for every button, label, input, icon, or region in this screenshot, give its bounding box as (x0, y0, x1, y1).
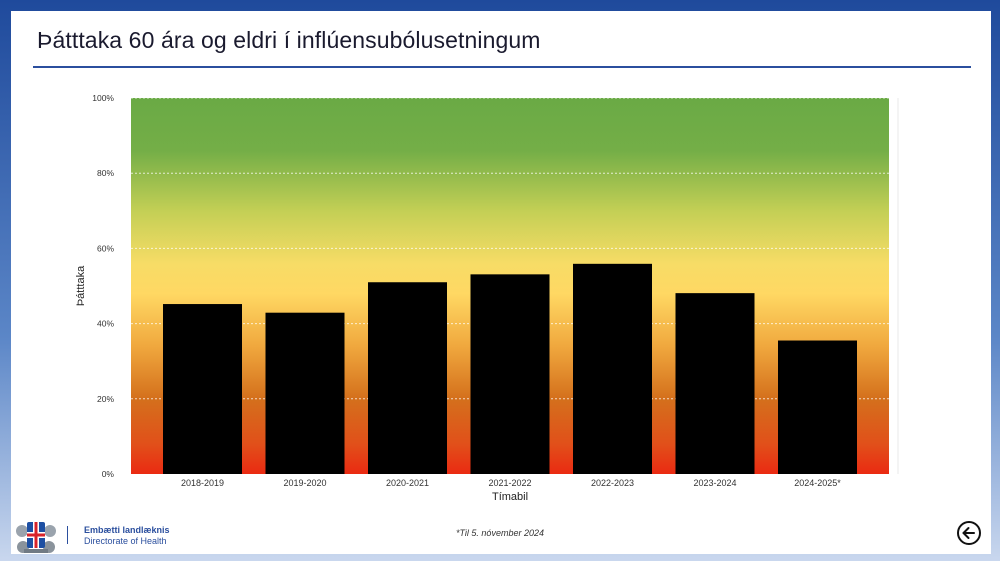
bar[interactable] (265, 312, 345, 474)
bar[interactable] (778, 340, 857, 474)
slide-title: Þátttaka 60 ára og eldri í inflúensubólu… (37, 27, 541, 53)
bar[interactable] (470, 274, 550, 474)
x-tick-label: 2019-2020 (283, 478, 326, 488)
coat-of-arms-icon (16, 522, 56, 553)
org-name-en: Directorate of Health (84, 536, 167, 546)
x-tick-label: 2024-2025* (794, 478, 841, 488)
bar[interactable] (675, 293, 755, 474)
title-divider (33, 66, 971, 68)
arrow-left-circle-icon (962, 527, 975, 539)
bar-chart: 0% 20% 40% 60% 80% 100% 2018-2019 2019-2020 202… (75, 93, 899, 503)
x-tick-label: 2020-2021 (386, 478, 429, 488)
back-button[interactable] (957, 521, 981, 545)
footnote: *Til 5. nóvember 2024 (456, 528, 544, 538)
y-tick-label: 40% (97, 319, 114, 329)
y-tick-label: 80% (97, 168, 114, 178)
bar[interactable] (163, 304, 242, 474)
y-tick-label: 60% (97, 243, 114, 253)
x-tick-label: 2018-2019 (181, 478, 224, 488)
bar[interactable] (573, 263, 652, 474)
bar[interactable] (368, 282, 447, 474)
x-axis-label: Tímabil (492, 491, 528, 503)
y-tick-label: 100% (92, 93, 114, 103)
x-tick-label: 2021-2022 (488, 478, 531, 488)
y-tick-label: 20% (97, 394, 114, 404)
org-name-is: Embætti landlæknis (84, 525, 170, 535)
slide: Þátttaka 60 ára og eldri í inflúensubólu… (11, 11, 991, 554)
x-tick-label: 2022-2023 (591, 478, 634, 488)
logo-divider (67, 526, 68, 544)
y-tick-label: 0% (102, 469, 115, 479)
x-tick-label: 2023-2024 (693, 478, 736, 488)
y-axis-label: Þátttaka (75, 265, 87, 306)
